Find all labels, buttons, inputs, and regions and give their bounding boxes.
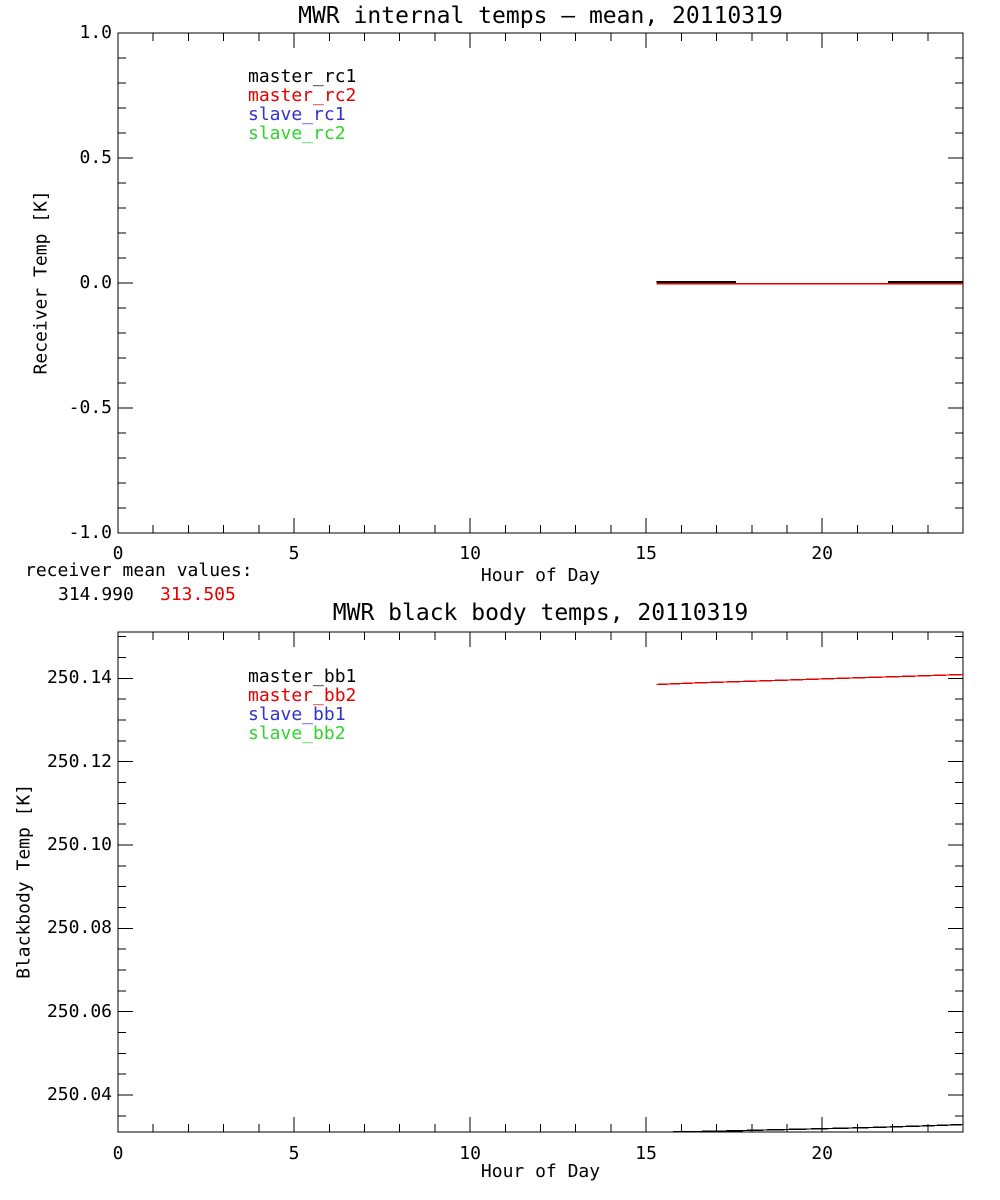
receiver-mean-value-2: 313.505 (160, 584, 236, 605)
y-tick-label: 250.14 (46, 667, 112, 689)
x-tick-label: 0 (112, 1143, 124, 1164)
x-tick-label: 20 (811, 1143, 833, 1164)
y-tick-label: 250.10 (46, 833, 112, 855)
x-tick-label: 10 (459, 1143, 481, 1164)
bottom-plot-title: MWR black body temps, 20110319 (332, 600, 749, 626)
bottom-plot-y-axis-label: Blackbody Temp [K] (13, 783, 35, 979)
x-tick-label: 5 (288, 543, 300, 564)
x-tick-label: 15 (635, 1143, 657, 1164)
y-tick-label: -1.0 (68, 522, 112, 543)
series-master_bb1 (670, 1123, 964, 1133)
x-tick-label: 0 (112, 543, 124, 564)
legend-slave-rc1: slave_rc1 (248, 104, 346, 125)
y-tick-label: 250.04 (46, 1083, 112, 1105)
top-plot-title: MWR internal temps — mean, 20110319 (298, 3, 783, 29)
y-tick-label: 1.0 (79, 22, 112, 43)
receiver-mean-value-1: 314.990 (58, 584, 134, 605)
top-plot-y-axis-label: Receiver Temp [K] (30, 190, 52, 375)
plot-box-1 (117, 631, 964, 1133)
legend-master-rc1: master_rc1 (248, 66, 357, 87)
x-tick-label: 15 (635, 543, 657, 564)
y-tick-label: 0.0 (79, 272, 112, 293)
x-tick-label: 10 (459, 543, 481, 564)
series-master_bb2 (656, 673, 964, 686)
x-tick-label: 5 (288, 1143, 300, 1164)
legend-master-rc2: master_rc2 (248, 85, 357, 106)
legend-slave-rc2: slave_rc2 (248, 123, 346, 144)
y-tick-label: 0.5 (79, 147, 112, 168)
legend-slave-bb2: slave_bb2 (248, 723, 346, 744)
y-tick-label: -0.5 (68, 397, 112, 418)
legend-master-bb1: master_bb1 (248, 666, 357, 687)
top-plot-x-axis-label: Hour of Day (480, 565, 601, 586)
y-tick-label: 250.08 (46, 917, 112, 939)
legend-master-bb2: master_bb2 (248, 685, 357, 706)
y-tick-label: 250.06 (46, 1000, 112, 1022)
bottom-plot-x-axis-label: Hour of Day (480, 1161, 601, 1182)
y-tick-label: 250.12 (46, 750, 112, 772)
legend-slave-bb1: slave_bb1 (248, 704, 346, 725)
receiver-mean-values-label: receiver mean values: (25, 560, 253, 581)
x-tick-label: 20 (811, 543, 833, 564)
